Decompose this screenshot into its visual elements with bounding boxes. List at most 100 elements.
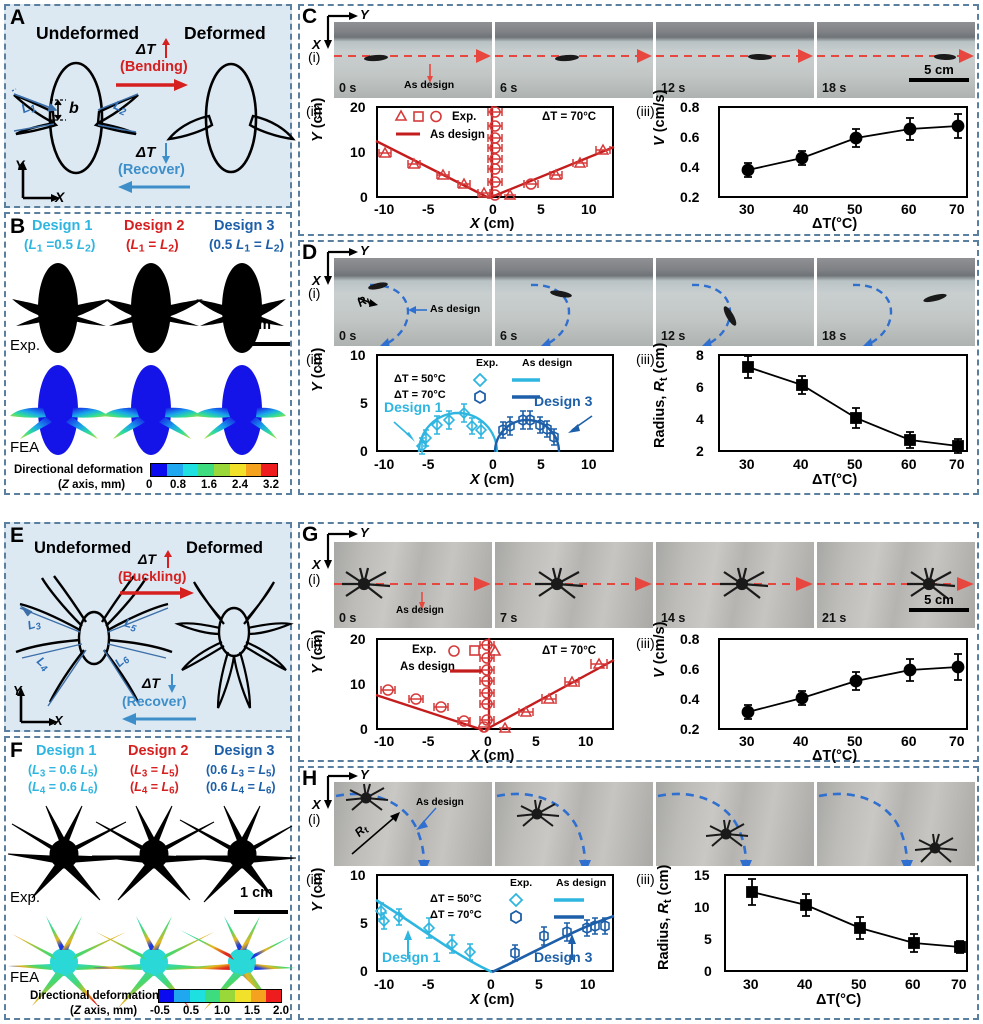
panel-e-undeformed-shape	[15, 575, 173, 707]
panel-a-bending-label: (Bending)	[120, 59, 188, 75]
panel-e-dt-up-label: ΔT	[138, 551, 156, 567]
panel-c-axis-x-label: X	[312, 37, 321, 52]
panel-h-ytick-5: 5	[360, 915, 368, 931]
panel-c-scalebar: 5 cm	[909, 62, 969, 82]
panel-h-frame-2[interactable]	[656, 782, 814, 866]
panel-h: H (i) Y X Rt As design	[298, 766, 979, 1020]
panel-d-xtick-5: 5	[537, 456, 545, 472]
panel-e-deformed-title: Deformed	[186, 539, 264, 557]
panel-h-plot-ii-xlabel: X (cm)	[470, 992, 515, 1008]
panel-e-axis-y-label: Y	[13, 683, 22, 698]
panel-h-xtick-5: 5	[535, 976, 543, 992]
panel-h-xtick-0: 0	[487, 976, 495, 992]
panel-c-xtick-10: 10	[581, 201, 597, 217]
panel-b-colorbar-tick-3: 2.4	[232, 479, 248, 491]
panel-h-label: H	[302, 767, 318, 790]
panel-f-design2-formula1: (L3 = L5)	[130, 763, 179, 780]
panel-g-timestamp-1: 7 s	[500, 611, 518, 625]
panel-c-iii-xtick-40: 40	[793, 201, 809, 217]
panel-e-dt-down-label: ΔT	[142, 675, 160, 691]
panel-d: D (i) Y X RL As design 0 s 6 s	[298, 240, 979, 495]
panel-c-plot-ii-xlabel: X (cm)	[470, 216, 515, 232]
panel-b-colorbar-subtitle: (Z axis, mm)	[58, 479, 126, 491]
panel-c-plot-ii-data	[375, 106, 615, 201]
panel-f-exp-silhouettes	[7, 805, 297, 903]
panel-c-frame-1[interactable]: 6 s	[495, 22, 653, 98]
panel-c-plot-ii: Exp. As design ΔT = 70°C 20 10 0 -10 -5 …	[300, 97, 630, 236]
panel-a-deformed-title: Deformed	[184, 23, 266, 43]
panel-h-legend-design: As design	[556, 877, 607, 889]
panel-g-subii-label: (ii)	[306, 635, 322, 651]
panel-d-frame-0[interactable]: RL As design 0 s	[334, 258, 492, 346]
panel-c-legend-exp: Exp.	[452, 111, 477, 123]
panel-g-frame-3[interactable]: 21 s 5 cm	[817, 542, 975, 628]
panel-c-xtick-5: 5	[537, 201, 545, 217]
panel-a-down-arrow-icon	[162, 143, 170, 164]
panel-a-recover-label: (Recover)	[118, 162, 185, 178]
panel-f-colorbar-tick-3: 1.5	[244, 1005, 260, 1017]
panel-h-frame-3[interactable]	[817, 782, 975, 866]
panel-g-plot-ii-condition: ΔT = 70°C	[542, 645, 597, 657]
panel-e-axis-icon	[17, 687, 58, 726]
panel-c-axis-icon	[324, 12, 358, 49]
panel-g-frame-0[interactable]: As design 0 s	[334, 542, 492, 628]
panel-d-frame-2[interactable]: 12 s	[656, 258, 814, 346]
panel-f-colorbar-tick-0: -0.5	[150, 1005, 170, 1017]
panel-d-frame-3[interactable]: 18 s	[817, 258, 975, 346]
panel-g-scalebar: 5 cm	[909, 592, 969, 612]
panel-d-iii-xtick-40: 40	[793, 456, 809, 472]
panel-c: C (i) Y X As design 0 s 6 s	[298, 4, 979, 236]
panel-d-subiii-label: (iii)	[636, 351, 655, 367]
panel-h-plot-ii: Exp. As design ΔT = 50°C ΔT = 70°C Desig…	[300, 867, 630, 1018]
panel-d-label: D	[302, 241, 318, 264]
panel-g-axis-y-label: Y	[360, 525, 369, 540]
panel-f: F Design 1 Design 2 Design 3 (L3 = 0.6 L…	[4, 736, 297, 1020]
panel-h-iii-xtick-50: 50	[851, 976, 867, 992]
panel-c-plot-ii-ylabel: Y (cm)	[310, 97, 326, 142]
panel-g-iii-xtick-70: 70	[949, 733, 965, 749]
panel-c-frame-2[interactable]: 12 s	[656, 22, 814, 98]
panel-d-legend-icons	[472, 372, 540, 405]
panel-g-frame-2[interactable]: 14 s	[656, 542, 814, 628]
panel-g-timestamp-0: 0 s	[339, 611, 357, 625]
panel-f-colorbar-tick-2: 1.0	[214, 1005, 230, 1017]
panel-f-scalebar	[234, 910, 288, 914]
panel-g-axis-x-label: X	[312, 557, 321, 572]
panel-g-iii-xtick-30: 30	[739, 733, 755, 749]
panel-h-frame-1[interactable]	[495, 782, 653, 866]
panel-d-frame-1[interactable]: 6 s	[495, 258, 653, 346]
panel-c-legend-design: As design	[430, 129, 485, 141]
panel-g-as-design-0: As design	[396, 605, 444, 616]
panel-g-plot-ii: Exp. As design ΔT = 70°C 20 10 0 -10 -5 …	[300, 629, 630, 768]
panel-b-scalebar-label: 1 cm	[238, 317, 272, 333]
panel-d-iii-xtick-60: 60	[901, 456, 917, 472]
panel-g-plot-ii-data	[375, 638, 615, 733]
panel-g-legend-icons	[448, 644, 502, 657]
panel-g-label: G	[302, 523, 319, 546]
panel-e-deformed-shape	[174, 581, 294, 709]
panel-h-frame-0[interactable]: Rt As design	[334, 782, 492, 866]
panel-f-design1-formula2: (L4 = 0.6 L6)	[28, 780, 98, 797]
panel-g-subiii-label: (iii)	[636, 635, 655, 651]
panel-e-recover-arrow-icon	[122, 713, 196, 725]
panel-f-colorbar-tick-1: 0.5	[183, 1005, 199, 1017]
panel-g-legend-line-icon	[450, 669, 482, 673]
panel-d-iii-ytick-2: 2	[696, 443, 704, 459]
panel-c-frame-3[interactable]: 18 s 5 cm	[817, 22, 975, 98]
panel-g-frame-1[interactable]: 7 s	[495, 542, 653, 628]
panel-h-xtick-10: 10	[580, 976, 596, 992]
panel-h-iii-xtick-40: 40	[797, 976, 813, 992]
panel-d-subi-label: (i)	[308, 285, 321, 301]
panel-c-frame-0[interactable]: As design 0 s	[334, 22, 492, 98]
panel-b: B Design 1 Design 2 Design 3 (L1 =0.5 L2…	[4, 212, 292, 495]
panel-g-iii-ytick-04: 0.4	[680, 691, 700, 707]
panel-c-plot-iii: 0.8 0.6 0.4 0.2 30 40 50 60 70 ΔT(°C) V …	[630, 90, 978, 236]
panel-h-xtick-n10: -10	[374, 976, 395, 992]
panel-c-iii-xtick-30: 30	[739, 201, 755, 217]
panel-g-plot-ii-ylabel: Y (cm)	[310, 629, 326, 674]
panel-h-subiii-label: (iii)	[636, 871, 655, 887]
panel-e-recover-label: (Recover)	[122, 693, 187, 709]
panel-c-label: C	[302, 5, 318, 28]
panel-f-design1-formula1: (L3 = 0.6 L5)	[28, 763, 98, 780]
